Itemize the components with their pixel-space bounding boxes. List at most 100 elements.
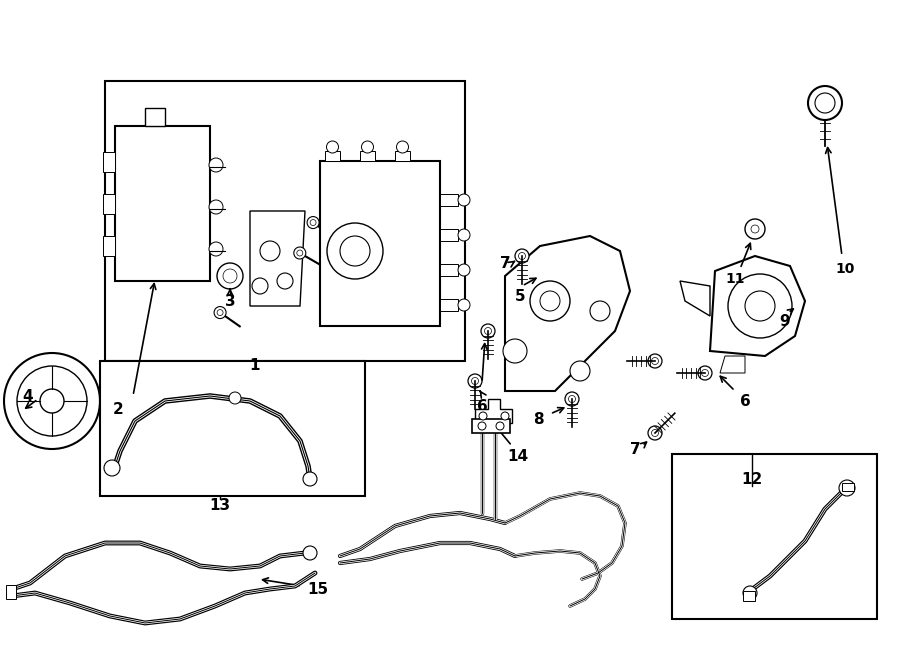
Circle shape	[209, 158, 223, 172]
Circle shape	[530, 281, 570, 321]
Circle shape	[327, 141, 338, 153]
Bar	[743, 591, 755, 601]
Circle shape	[4, 353, 100, 449]
Bar	[145, 108, 165, 126]
Text: 7: 7	[630, 442, 640, 457]
Polygon shape	[720, 356, 745, 373]
Circle shape	[479, 412, 487, 420]
Circle shape	[701, 369, 708, 377]
Bar	[440, 264, 458, 276]
Circle shape	[260, 241, 280, 261]
Circle shape	[362, 141, 374, 153]
Circle shape	[751, 225, 759, 233]
Circle shape	[815, 93, 835, 113]
Circle shape	[648, 354, 662, 368]
Circle shape	[496, 422, 504, 430]
Circle shape	[481, 324, 495, 338]
Circle shape	[518, 253, 526, 260]
Circle shape	[745, 219, 765, 239]
Text: 14: 14	[508, 449, 528, 463]
Polygon shape	[680, 281, 710, 316]
Circle shape	[728, 274, 792, 338]
Circle shape	[458, 264, 470, 276]
Circle shape	[104, 460, 120, 476]
Circle shape	[252, 278, 268, 294]
Circle shape	[209, 200, 223, 214]
Text: 5: 5	[515, 288, 526, 303]
Circle shape	[217, 309, 223, 315]
Circle shape	[652, 430, 659, 436]
Circle shape	[223, 269, 237, 283]
Text: 1: 1	[249, 358, 260, 373]
Circle shape	[297, 250, 302, 256]
Circle shape	[540, 291, 560, 311]
Text: 9: 9	[779, 313, 790, 329]
Circle shape	[515, 249, 529, 263]
Bar	[360, 151, 375, 161]
Circle shape	[565, 392, 579, 406]
Bar	[103, 236, 115, 256]
Text: 6: 6	[740, 393, 751, 408]
Text: 12: 12	[742, 471, 762, 486]
Text: 11: 11	[725, 272, 745, 286]
Circle shape	[648, 426, 662, 440]
Circle shape	[698, 366, 712, 380]
Circle shape	[745, 291, 775, 321]
Circle shape	[458, 299, 470, 311]
Circle shape	[303, 546, 317, 560]
Circle shape	[569, 395, 575, 403]
Circle shape	[217, 263, 243, 289]
Text: 7: 7	[500, 256, 510, 270]
Circle shape	[472, 377, 479, 385]
Circle shape	[307, 217, 320, 229]
Text: 4: 4	[22, 389, 33, 403]
Circle shape	[501, 412, 509, 420]
Circle shape	[214, 307, 226, 319]
Bar	[325, 151, 340, 161]
Polygon shape	[475, 399, 512, 423]
Polygon shape	[250, 211, 305, 306]
Text: 10: 10	[835, 262, 854, 276]
Polygon shape	[710, 256, 805, 356]
Bar	[672, 454, 877, 619]
Bar	[115, 126, 210, 281]
Circle shape	[458, 194, 470, 206]
Bar	[320, 161, 440, 326]
Bar	[842, 483, 854, 491]
Circle shape	[458, 229, 470, 241]
Text: 3: 3	[225, 293, 235, 309]
Circle shape	[40, 389, 64, 413]
Circle shape	[484, 327, 491, 334]
Circle shape	[277, 273, 293, 289]
Circle shape	[397, 141, 409, 153]
Circle shape	[570, 361, 590, 381]
Bar	[472, 419, 510, 433]
Bar	[103, 194, 115, 214]
Text: 6: 6	[477, 399, 488, 414]
Circle shape	[503, 339, 527, 363]
Circle shape	[808, 86, 842, 120]
Circle shape	[839, 480, 855, 496]
Text: 15: 15	[308, 582, 328, 596]
Bar	[103, 152, 115, 172]
Circle shape	[229, 392, 241, 404]
Bar	[105, 81, 465, 361]
Circle shape	[478, 422, 486, 430]
Bar	[100, 361, 365, 496]
Polygon shape	[505, 236, 630, 391]
Bar	[440, 194, 458, 206]
Text: 2: 2	[112, 401, 123, 416]
Circle shape	[340, 236, 370, 266]
Circle shape	[293, 247, 306, 259]
Circle shape	[17, 366, 87, 436]
Circle shape	[652, 358, 659, 364]
Circle shape	[327, 223, 383, 279]
Bar	[6, 585, 16, 599]
Circle shape	[310, 219, 316, 225]
Text: 8: 8	[533, 412, 544, 426]
Circle shape	[590, 301, 610, 321]
Circle shape	[743, 586, 757, 600]
Bar	[440, 229, 458, 241]
Text: 13: 13	[210, 498, 230, 514]
Circle shape	[303, 472, 317, 486]
